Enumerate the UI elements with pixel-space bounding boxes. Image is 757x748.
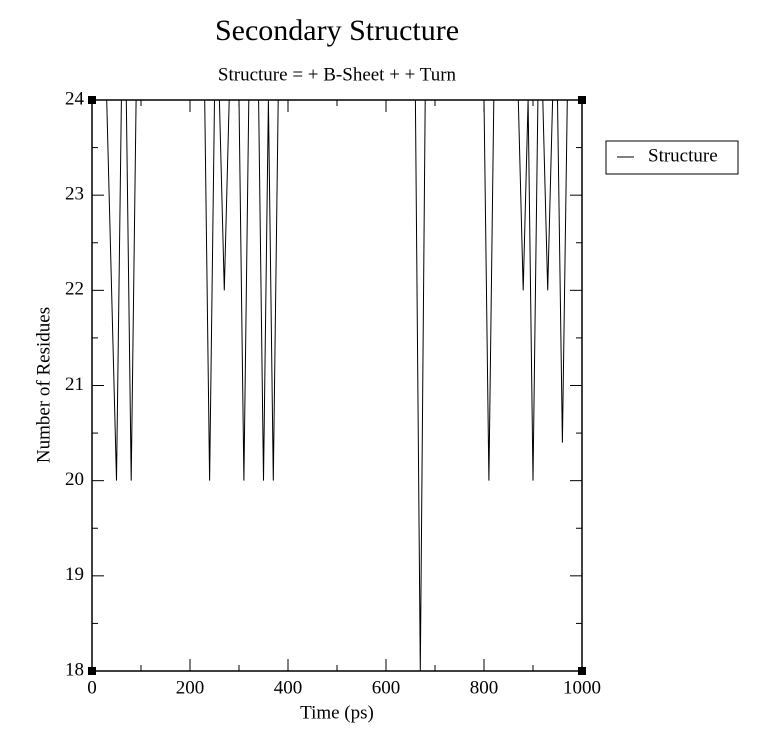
x-tick-label: 400 xyxy=(274,677,303,698)
x-tick-label: 200 xyxy=(176,677,205,698)
y-tick-label: 24 xyxy=(65,88,85,109)
x-tick-label: 1000 xyxy=(563,677,601,698)
x-tick-label: 600 xyxy=(372,677,401,698)
y-tick-label: 21 xyxy=(65,374,84,395)
x-axis-label: Time (ps) xyxy=(300,702,374,723)
y-tick-label: 23 xyxy=(65,184,84,205)
data-line xyxy=(92,99,582,672)
chart-subtitle: Structure = + B-Sheet + + Turn xyxy=(218,64,457,85)
x-tick-label: 800 xyxy=(470,677,499,698)
chart-title: Secondary Structure xyxy=(215,14,459,47)
plot-frame xyxy=(91,99,583,672)
y-axis-label: Number of Residues xyxy=(33,307,54,463)
y-tick-label: 20 xyxy=(65,469,84,490)
y-tick-label: 22 xyxy=(65,279,84,300)
x-tick-label: 0 xyxy=(87,677,97,698)
legend-label: Structure xyxy=(648,145,718,166)
y-tick-label: 19 xyxy=(65,564,84,585)
y-tick-label: 18 xyxy=(65,659,84,680)
